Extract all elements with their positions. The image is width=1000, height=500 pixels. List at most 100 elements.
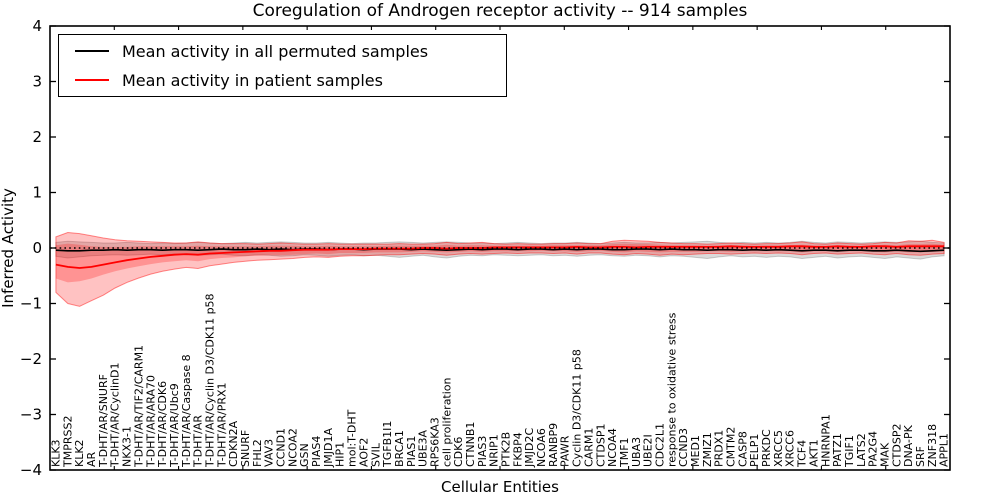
- y-tick-label: 4: [32, 17, 42, 35]
- legend-entry-patient: Mean activity in patient samples: [59, 66, 506, 95]
- x-category-label: SNURF: [239, 430, 252, 467]
- x-category-label: PATZ1: [831, 433, 844, 467]
- x-category-label: PIAS1: [405, 436, 418, 467]
- x-category-label: GSN: [298, 443, 311, 467]
- x-category-label: T-DHT/AR/ARA70: [144, 375, 157, 468]
- y-tick-label: −2: [20, 350, 42, 368]
- x-category-label: FHL2: [251, 439, 264, 467]
- y-tick-label: 2: [32, 128, 42, 146]
- x-category-label: SRF: [914, 446, 927, 467]
- legend-entry-permuted: Mean activity in all permuted samples: [59, 37, 506, 66]
- x-category-label: MED1: [689, 435, 702, 467]
- y-tick-label: 3: [32, 73, 42, 91]
- x-category-label: CTDSP1: [594, 424, 607, 467]
- x-category-label: DNA-PK: [902, 424, 915, 467]
- x-category-label: cell proliferation: [440, 377, 453, 467]
- x-category-label: TGFB1I1: [381, 421, 394, 468]
- x-category-label: AR: [85, 451, 98, 467]
- x-category-label: KLK3: [50, 439, 63, 467]
- x-category-label: FKBP4: [511, 432, 524, 467]
- x-category-label: CDKN2A: [227, 420, 240, 467]
- x-category-label: PA2G4: [867, 431, 880, 467]
- y-tick-label: −4: [20, 461, 42, 479]
- x-category-label: TMF1: [618, 437, 631, 468]
- x-category-label: T-DHT/AR/CDK6: [156, 381, 169, 468]
- x-category-label: JMJD2C: [523, 428, 536, 468]
- permuted-line-swatch: [75, 50, 109, 52]
- x-category-label: NCOA2: [286, 428, 299, 467]
- x-category-label: T-DHT/AR/Ubc9: [168, 383, 181, 468]
- y-tick-label: 0: [32, 239, 42, 257]
- x-category-label: mol:T-DHT: [346, 409, 359, 467]
- x-category-label: BRCA1: [393, 430, 406, 467]
- x-category-label: T-DHT/AR/Cyclin D3/CDK11 p58: [204, 293, 217, 468]
- x-category-label: KLK2: [73, 439, 86, 467]
- x-category-label: CTDSP2: [890, 424, 903, 467]
- x-category-label: LATS2: [855, 433, 868, 467]
- x-category-label: CMTM2: [725, 427, 738, 467]
- band-1: [55, 231, 945, 307]
- x-category-label: TMPRSS2: [61, 416, 74, 468]
- x-category-label: NRIP1: [488, 434, 501, 467]
- x-category-label: NKX3-1: [121, 426, 134, 467]
- x-category-label: PTK2B: [500, 432, 513, 467]
- x-category-label: PELP1: [748, 434, 761, 467]
- x-category-label: CTNNB1: [464, 422, 477, 467]
- x-category-label: NCOA4: [606, 428, 619, 467]
- x-category-label: RANBP9: [547, 423, 560, 467]
- x-category-label: CCND3: [677, 428, 690, 467]
- chart-title: Coregulation of Androgen receptor activi…: [253, 1, 748, 21]
- x-category-label: HNRNPA1: [819, 414, 832, 467]
- x-category-label: XRCC5: [772, 430, 785, 467]
- x-category-label: MAK: [879, 442, 892, 467]
- x-category-label: SVIL: [369, 442, 382, 467]
- x-category-label: AOF2: [357, 438, 370, 467]
- x-category-label: UBE2I: [642, 434, 655, 467]
- mean-line-0: [55, 248, 945, 253]
- patient-line-swatch: [75, 79, 109, 81]
- x-category-label: T-DHT/AR/Caspase 8: [180, 354, 193, 468]
- x-category-label: PRDX1: [713, 430, 726, 467]
- x-category-label: AKT1: [807, 439, 820, 467]
- y-tick-label: −3: [20, 406, 42, 424]
- x-category-label: CDC2L1: [654, 423, 667, 467]
- x-category-label: ZMIZ1: [701, 432, 714, 467]
- x-category-label: RPS6KA3: [429, 417, 442, 467]
- x-category-label: XRCC6: [784, 430, 797, 467]
- x-category-label: T-DHT/AR/SNURF: [97, 374, 110, 468]
- x-category-label: Cyclin D3/CDK11 p58: [571, 349, 584, 467]
- legend-label: Mean activity in patient samples: [122, 70, 383, 90]
- x-category-label: PIAS3: [476, 436, 489, 467]
- x-category-label: HIP1: [334, 442, 347, 467]
- band-0: [55, 240, 945, 260]
- mean-line-1: [55, 245, 945, 269]
- x-category-label: T-DHT/AR/PRX1: [215, 382, 228, 468]
- x-category-label: UBA3: [630, 437, 643, 467]
- x-category-label: TCF4: [796, 440, 809, 468]
- y-tick-label: 1: [32, 184, 42, 202]
- x-category-label: response to oxidative stress: [665, 312, 678, 467]
- x-category-label: PRKDC: [760, 429, 773, 467]
- x-category-label: CASP8: [736, 431, 749, 467]
- x-category-label: PAWR: [559, 435, 572, 467]
- x-category-label: APPL1: [938, 433, 951, 467]
- x-category-label: T-DHT/AR/CyclinD1: [109, 362, 122, 468]
- x-category-label: PIAS4: [310, 436, 323, 467]
- x-category-label: T-DHT/AR/TIF2/CARM1: [132, 345, 145, 468]
- x-category-label: ZNF318: [926, 424, 939, 467]
- x-category-label: T-DHT/AR: [192, 415, 205, 468]
- legend-label: Mean activity in all permuted samples: [122, 41, 429, 61]
- x-category-label: TGIF1: [843, 435, 856, 468]
- x-category-label: CDK6: [452, 437, 465, 467]
- x-category-label: CARM1: [582, 428, 595, 467]
- band-2: [55, 243, 945, 283]
- x-category-label: NCOA6: [535, 428, 548, 467]
- x-category-label: VAV3: [263, 439, 276, 467]
- y-tick-label: −1: [20, 295, 42, 313]
- x-category-label: JMJD1A: [322, 428, 335, 468]
- x-axis-label: Cellular Entities: [441, 478, 559, 496]
- legend: Mean activity in all permuted samples Me…: [58, 34, 507, 97]
- y-axis-label: Inferred Activity: [0, 188, 17, 308]
